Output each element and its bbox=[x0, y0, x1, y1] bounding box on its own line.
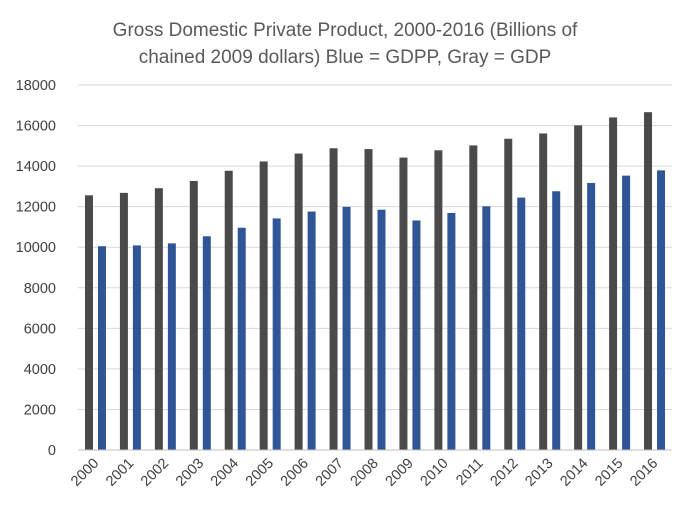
bar-gdp bbox=[364, 149, 373, 451]
bar-gdpp bbox=[342, 206, 351, 450]
y-tick-label: 12000 bbox=[16, 200, 56, 216]
x-tick-label: 2013 bbox=[522, 456, 556, 490]
x-tick-label: 2007 bbox=[313, 456, 347, 490]
bar-gdp bbox=[154, 188, 163, 451]
x-tick-label: 2005 bbox=[243, 456, 277, 490]
x-tick-label: 2008 bbox=[348, 456, 382, 490]
y-tick-label: 8000 bbox=[24, 281, 56, 297]
y-tick-label: 18000 bbox=[16, 78, 56, 94]
y-tick-label: 2000 bbox=[24, 402, 56, 418]
y-tick-label: 14000 bbox=[16, 159, 56, 175]
chart-title-line-1: Gross Domestic Private Product, 2000-201… bbox=[113, 20, 578, 41]
x-tick-label: 2006 bbox=[278, 456, 312, 490]
bar-gdpp bbox=[517, 197, 526, 450]
bar-gdpp bbox=[552, 191, 561, 450]
bar-gdp bbox=[469, 145, 478, 450]
bar-gdpp bbox=[167, 243, 176, 450]
bar-gdpp bbox=[587, 182, 596, 451]
bars bbox=[84, 112, 666, 451]
x-axis-ticks: 2000 2001 2002 2003 2004 2005 2006 2007 2008 2009… bbox=[68, 456, 661, 490]
y-tick-label: 6000 bbox=[24, 321, 56, 337]
chart-title: Gross Domestic Private Product, 2000-201… bbox=[113, 20, 578, 68]
y-axis-ticks: 0 2000 4000 6000 8000 10000 12000 14000 16000 180… bbox=[16, 78, 56, 459]
bar-gdpp bbox=[447, 212, 456, 450]
bar-gdpp bbox=[622, 175, 631, 450]
bar-gdpp bbox=[377, 209, 386, 450]
bar-gdp bbox=[574, 125, 583, 450]
bar-gdp bbox=[294, 153, 303, 451]
y-tick-label: 10000 bbox=[16, 240, 56, 256]
bar-gdp bbox=[84, 195, 93, 450]
x-tick-label: 2011 bbox=[453, 456, 486, 489]
bar-gdp bbox=[434, 150, 443, 451]
x-tick-label: 2001 bbox=[103, 456, 137, 490]
y-tick-label: 0 bbox=[48, 443, 56, 459]
bar-gdpp bbox=[132, 245, 141, 450]
y-tick-label: 4000 bbox=[24, 362, 56, 378]
bar-gdp bbox=[119, 192, 128, 450]
x-tick-label: 2003 bbox=[173, 456, 207, 490]
x-tick-label: 2012 bbox=[487, 456, 521, 490]
bar-gdp bbox=[189, 180, 198, 451]
bar-gdp bbox=[539, 133, 548, 451]
bar-gdp bbox=[224, 170, 233, 450]
bar-gdp bbox=[644, 112, 653, 450]
x-tick-label: 2009 bbox=[383, 456, 417, 490]
bar-gdp bbox=[504, 138, 513, 450]
bar-gdpp bbox=[307, 211, 316, 450]
gridlines bbox=[78, 84, 672, 410]
bar-gdpp bbox=[97, 246, 106, 450]
bar-gdpp bbox=[202, 236, 211, 450]
bar-gdpp bbox=[237, 227, 246, 450]
bar-gdp bbox=[259, 161, 268, 451]
x-tick-label: 2015 bbox=[592, 456, 626, 490]
bar-gdp bbox=[329, 148, 338, 450]
bar-gdpp bbox=[272, 218, 281, 450]
bar-gdpp bbox=[482, 206, 491, 450]
x-tick-label: 2004 bbox=[208, 456, 242, 490]
x-tick-label: 2002 bbox=[138, 456, 172, 490]
chart-title-line-2: chained 2009 dollars) Blue = GDPP, Gray … bbox=[139, 47, 552, 68]
y-tick-label: 16000 bbox=[16, 119, 56, 135]
x-tick-label: 2000 bbox=[68, 456, 102, 490]
bar-gdp bbox=[399, 157, 408, 450]
bar-gdp bbox=[609, 117, 618, 450]
bar-gdpp bbox=[657, 170, 666, 450]
bar-gdpp bbox=[412, 220, 421, 450]
x-tick-label: 2010 bbox=[418, 456, 452, 490]
x-tick-label: 2016 bbox=[627, 456, 661, 490]
x-tick-label: 2014 bbox=[557, 456, 591, 490]
